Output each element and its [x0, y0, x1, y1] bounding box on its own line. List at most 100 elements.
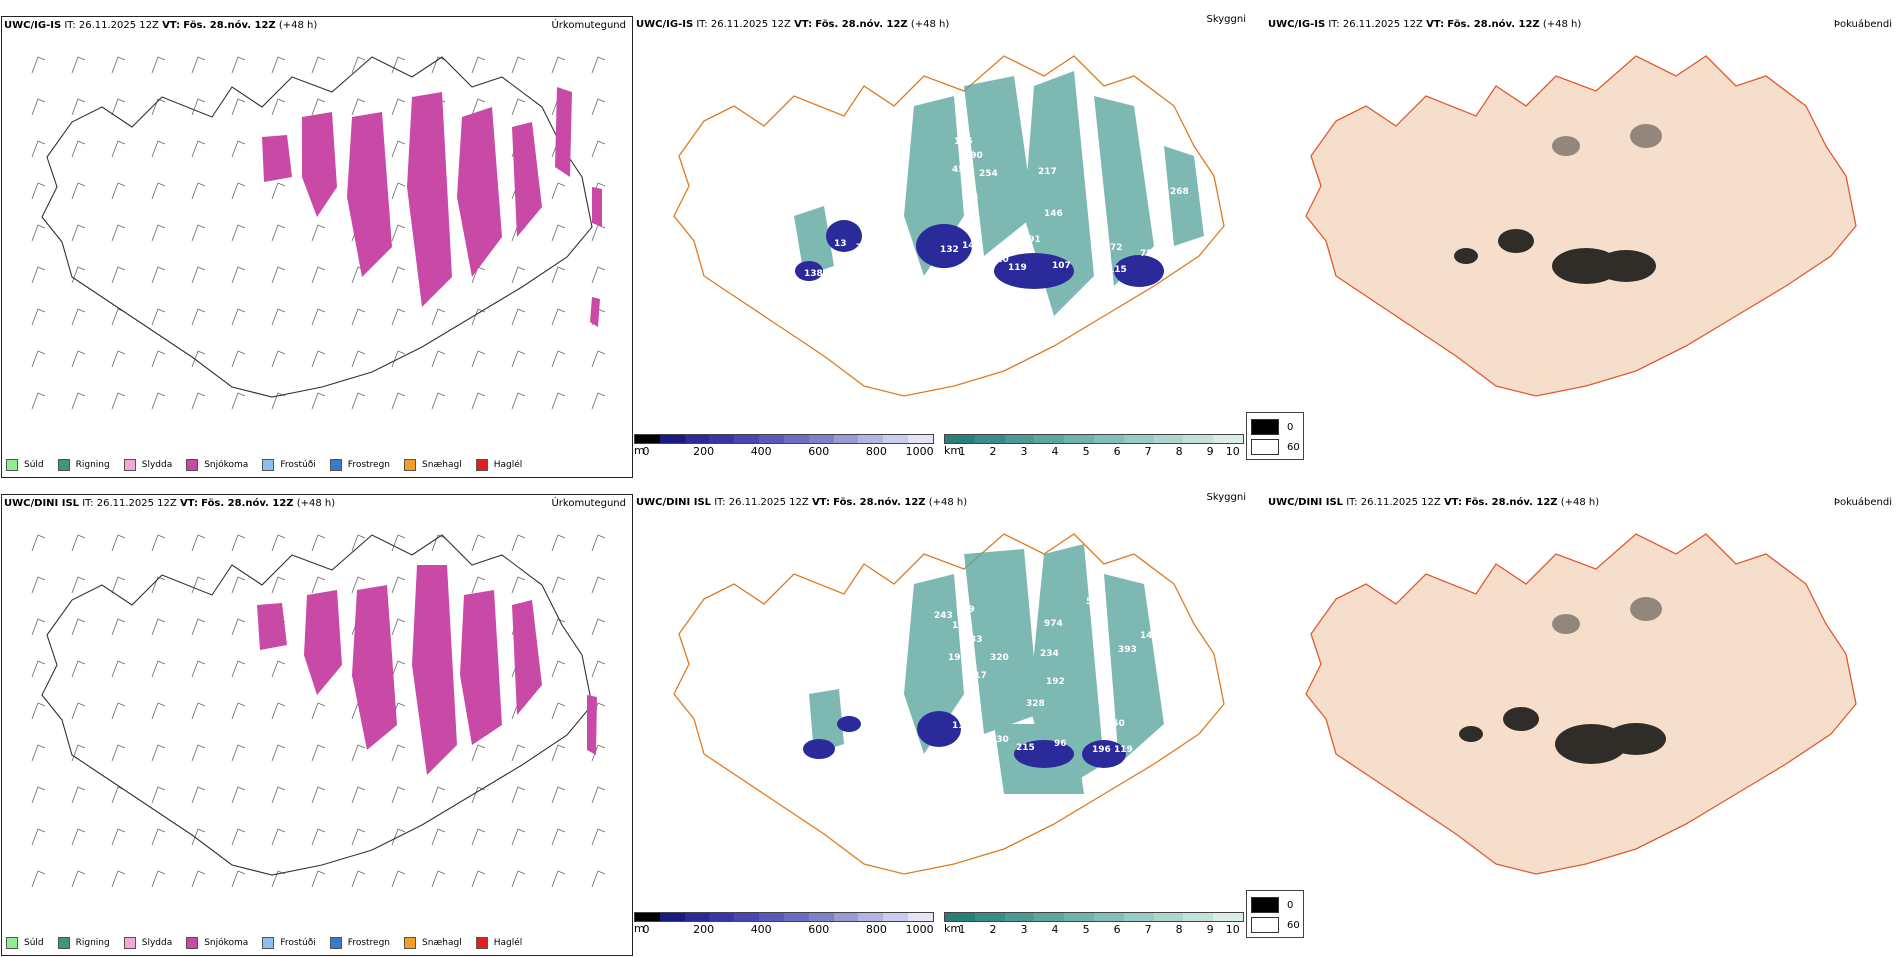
wind-barb — [511, 350, 526, 368]
ceiling-label: 453 — [952, 165, 971, 175]
wind-barb — [271, 702, 286, 720]
vis-tick: 7 — [1144, 923, 1152, 936]
wind-barb — [551, 870, 566, 888]
wind-barb — [271, 350, 286, 368]
wind-barb — [591, 870, 606, 888]
wind-barb — [551, 618, 566, 636]
wind-barb — [471, 56, 486, 74]
wind-barb — [231, 660, 246, 678]
vis-tick: 1 — [958, 923, 966, 936]
wind-barb — [191, 618, 206, 636]
ceiling-label: 130 — [990, 735, 1009, 745]
wind-barb — [351, 870, 366, 888]
ceiling-label: 138 — [804, 269, 823, 279]
snow-areas — [262, 87, 602, 327]
ceiling-label: 268 — [1170, 187, 1189, 197]
wind-barb — [71, 224, 86, 242]
ceiling-label: 215 — [1016, 743, 1035, 753]
legend-item: Snæhagl — [404, 459, 462, 471]
wind-barb — [351, 98, 366, 116]
legend-item: Frostregn — [329, 937, 390, 949]
wind-barb — [431, 350, 446, 368]
visibility-strip — [944, 912, 1244, 922]
ceiling-label: 119 — [1008, 263, 1027, 273]
wind-barb — [591, 534, 606, 552]
panel-header: UWC/IG-IS IT: 26.11.2025 12Z VT: Fös. 28… — [1268, 19, 1582, 30]
visibility-unit: km — [944, 444, 962, 457]
legend-swatch — [6, 459, 18, 471]
ceiling-label: 185 — [954, 137, 973, 147]
height-tick: 200 — [693, 923, 715, 936]
wind-barb — [311, 56, 326, 74]
wind-barb — [351, 534, 366, 552]
wind-barb — [591, 786, 606, 804]
legend-item: Rigning — [57, 937, 110, 949]
wind-barb — [551, 534, 566, 552]
ceiling-label: 115 — [1108, 265, 1127, 275]
ceiling-label: 120 — [990, 255, 1009, 265]
height-tick: 0 — [642, 923, 650, 936]
ceiling-label: 234 — [1040, 649, 1059, 659]
wind-barb — [31, 702, 46, 720]
legend-swatch — [57, 459, 70, 471]
wind-barb — [111, 576, 126, 594]
wind-barb — [511, 576, 526, 594]
wind-barb — [231, 224, 246, 242]
wind-barb — [31, 618, 46, 636]
wind-barb — [591, 224, 606, 242]
wind-barb — [391, 576, 406, 594]
wind-barb — [191, 870, 206, 888]
visibility-panel-bottom: UWC/DINI ISL IT: 26.11.2025 12Z VT: Fös.… — [634, 492, 1266, 956]
wind-barb — [231, 534, 246, 552]
wind-barb — [391, 870, 406, 888]
wind-barb — [551, 392, 566, 410]
wind-barb — [271, 266, 286, 284]
wind-barb — [111, 98, 126, 116]
wind-barb — [271, 56, 286, 74]
wind-barb — [231, 618, 246, 636]
wind-barb — [311, 350, 326, 368]
vis-tick: 4 — [1051, 445, 1059, 458]
legend-swatch — [186, 937, 199, 949]
wind-barb — [231, 744, 246, 762]
wind-barb — [591, 98, 606, 116]
ceiling-label: 33 — [970, 635, 983, 645]
wind-barb — [511, 744, 526, 762]
wind-barb — [591, 618, 606, 636]
wind-barb — [111, 744, 126, 762]
wind-barb — [111, 350, 126, 368]
height-strip — [634, 912, 934, 922]
wind-barb — [551, 182, 566, 200]
legend-item: Snæhagl — [404, 937, 462, 949]
wind-barb — [31, 56, 46, 74]
wind-barb — [191, 224, 206, 242]
visibility-colorbar: km 1 2 3 4 5 6 7 8 9 10 — [944, 434, 1244, 458]
wind-barb — [151, 786, 166, 804]
wind-barb — [351, 576, 366, 594]
wind-barb — [311, 702, 326, 720]
wind-barb — [231, 786, 246, 804]
wind-barb — [391, 618, 406, 636]
height-tick: 1000 — [905, 923, 934, 936]
field-name: Úrkomutegund — [551, 20, 626, 31]
low-ceiling-areas — [803, 711, 1126, 768]
wind-barb — [191, 308, 206, 326]
wind-barb — [391, 786, 406, 804]
wind-barb — [471, 828, 486, 846]
vis-tick: 3 — [1020, 445, 1028, 458]
wind-barb — [471, 350, 486, 368]
wind-barb — [511, 56, 526, 74]
snow-areas — [257, 565, 597, 775]
wind-barb — [511, 266, 526, 284]
ceiling-label: 120 — [1164, 683, 1183, 693]
wind-barb — [591, 660, 606, 678]
wind-barb — [151, 576, 166, 594]
visibility-unit: km — [944, 922, 962, 935]
wind-barb — [511, 392, 526, 410]
wind-barb — [71, 98, 86, 116]
fog-areas — [1454, 124, 1662, 284]
wind-barb — [111, 224, 126, 242]
legend-item: Haglél — [475, 937, 522, 949]
fog-key-swatch — [1251, 419, 1279, 435]
legend-item: Haglél — [475, 459, 522, 471]
